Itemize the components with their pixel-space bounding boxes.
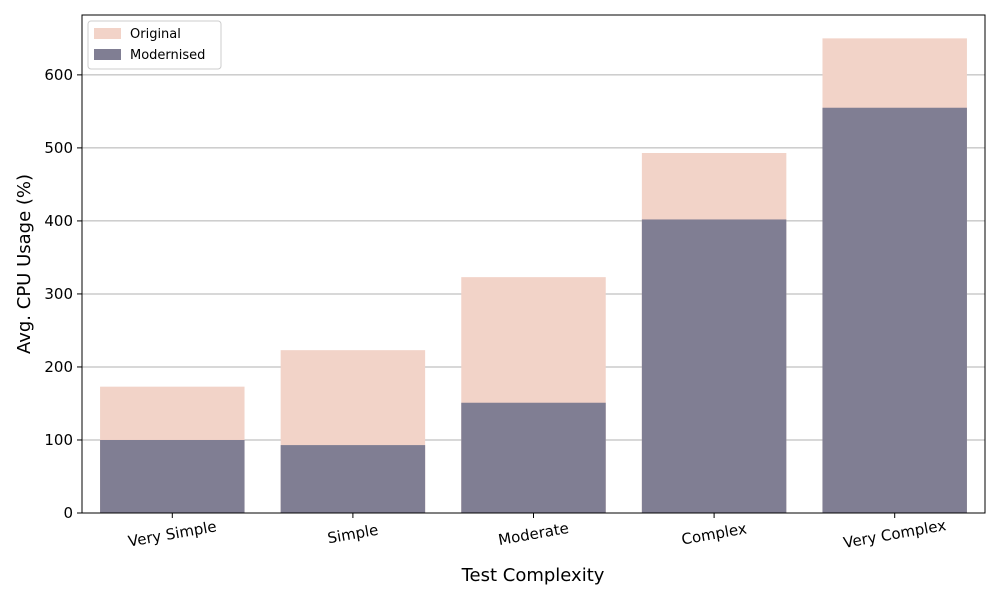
bar-modernised-2 — [461, 402, 606, 513]
x-axis-label: Test Complexity — [461, 565, 605, 586]
x-tick-label: Complex — [680, 519, 748, 548]
y-tick-label: 600 — [44, 66, 73, 84]
y-tick-label: 500 — [44, 139, 73, 157]
y-tick-label: 300 — [44, 285, 73, 303]
legend-swatch-original — [94, 28, 121, 39]
bar-modernised-0 — [100, 439, 245, 513]
legend-box — [87, 20, 222, 70]
bar-modernised-3 — [641, 219, 787, 514]
y-tick-label: 200 — [44, 358, 73, 376]
legend-label-original: Original — [130, 27, 181, 42]
bars — [100, 38, 967, 514]
y-tick-label: 100 — [44, 431, 73, 449]
legend-label-modernised: Modernised — [130, 48, 205, 63]
legend-swatch-modernised — [94, 49, 121, 60]
y-tick-label: 0 — [63, 504, 73, 522]
bar-modernised-4 — [822, 107, 967, 513]
x-tick-label: Moderate — [497, 519, 570, 549]
x-tick-label: Very Simple — [127, 517, 218, 550]
y-tick-label: 400 — [44, 212, 73, 230]
x-tick-label: Simple — [326, 521, 380, 548]
bar-modernised-1 — [280, 445, 426, 513]
legend: Original Modernised — [87, 20, 222, 70]
x-tick-label: Very Complex — [842, 516, 948, 552]
y-axis-label: Avg. CPU Usage (%) — [14, 174, 35, 354]
